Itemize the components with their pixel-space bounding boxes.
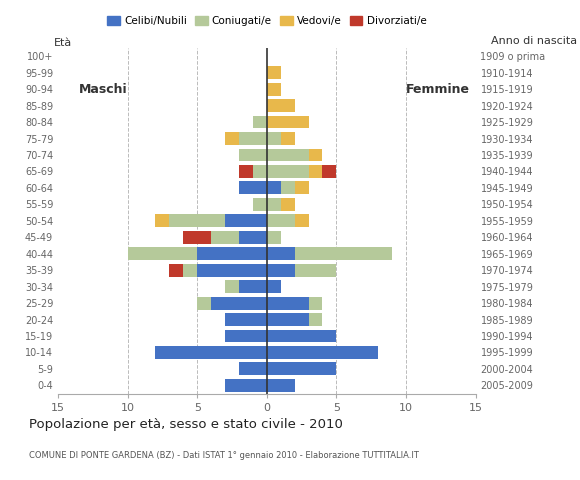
Bar [239, 148, 267, 161]
Bar [267, 148, 309, 161]
Bar [169, 264, 183, 276]
Bar [155, 215, 169, 227]
Bar [267, 66, 281, 79]
Bar [295, 264, 336, 276]
Bar [267, 330, 336, 342]
Bar [267, 116, 309, 129]
Bar [225, 379, 267, 392]
Bar [183, 231, 211, 244]
Text: Maschi: Maschi [79, 83, 128, 96]
Bar [211, 231, 239, 244]
Bar [155, 346, 267, 359]
Bar [267, 362, 336, 375]
Text: Anno di nascita: Anno di nascita [491, 36, 577, 46]
Bar [239, 231, 267, 244]
Bar [267, 165, 309, 178]
Bar [309, 313, 322, 326]
Bar [225, 330, 267, 342]
Bar [239, 362, 267, 375]
Bar [267, 264, 295, 276]
Bar [253, 116, 267, 129]
Bar [267, 132, 281, 145]
Bar [267, 313, 309, 326]
Bar [267, 198, 281, 211]
Bar [267, 247, 295, 260]
Bar [309, 297, 322, 310]
Bar [169, 215, 225, 227]
Bar [295, 215, 309, 227]
Bar [183, 264, 197, 276]
Bar [128, 247, 197, 260]
Bar [197, 297, 211, 310]
Bar [281, 132, 295, 145]
Bar [225, 280, 239, 293]
Legend: Celibi/Nubili, Coniugati/e, Vedovi/e, Divorziati/e: Celibi/Nubili, Coniugati/e, Vedovi/e, Di… [103, 12, 430, 30]
Bar [239, 165, 253, 178]
Bar [295, 181, 309, 194]
Bar [267, 99, 295, 112]
Text: Popolazione per età, sesso e stato civile - 2010: Popolazione per età, sesso e stato civil… [29, 418, 343, 431]
Bar [322, 165, 336, 178]
Bar [253, 165, 267, 178]
Bar [267, 346, 378, 359]
Bar [309, 165, 322, 178]
Bar [267, 231, 281, 244]
Text: Età: Età [54, 38, 72, 48]
Bar [197, 264, 267, 276]
Bar [267, 379, 295, 392]
Bar [239, 132, 267, 145]
Bar [197, 247, 267, 260]
Bar [225, 313, 267, 326]
Bar [253, 198, 267, 211]
Bar [211, 297, 267, 310]
Bar [239, 181, 267, 194]
Text: Femmine: Femmine [406, 83, 470, 96]
Bar [281, 181, 295, 194]
Bar [239, 280, 267, 293]
Bar [267, 280, 281, 293]
Bar [225, 132, 239, 145]
Bar [309, 148, 322, 161]
Bar [267, 83, 281, 96]
Text: COMUNE DI PONTE GARDENA (BZ) - Dati ISTAT 1° gennaio 2010 - Elaborazione TUTTITA: COMUNE DI PONTE GARDENA (BZ) - Dati ISTA… [29, 451, 419, 460]
Bar [281, 198, 295, 211]
Bar [295, 247, 392, 260]
Bar [267, 181, 281, 194]
Bar [225, 215, 267, 227]
Bar [267, 297, 309, 310]
Bar [267, 215, 295, 227]
